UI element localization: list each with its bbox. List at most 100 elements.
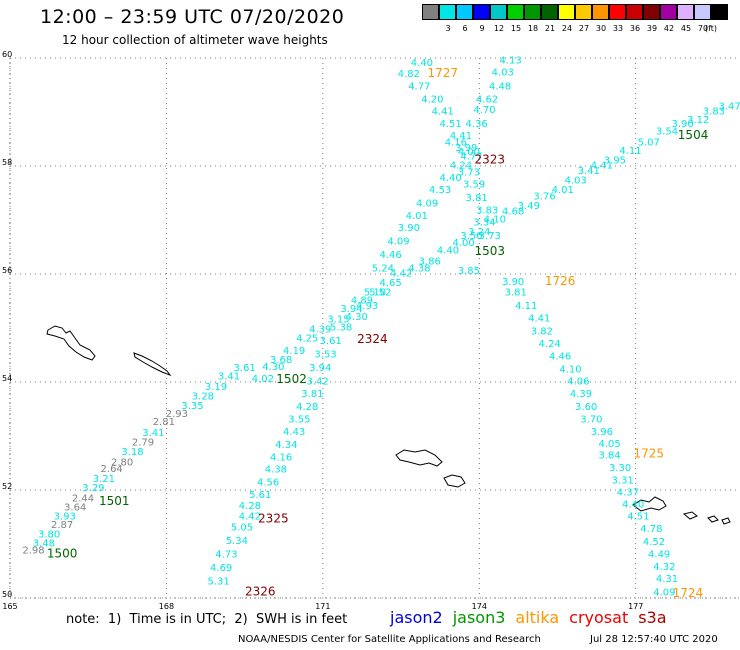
y-tick-label: 50 — [2, 590, 12, 599]
wave-height-point: 4.24 — [539, 339, 561, 350]
legend-swatch — [575, 4, 592, 20]
wave-height-point: 4.42 — [390, 269, 412, 280]
generation-timestamp: Jul 28 12:57:40 UTC 2020 — [590, 634, 718, 645]
x-tick-label: 168 — [159, 602, 174, 611]
wave-height-point: 3.95 — [604, 155, 626, 166]
legend-swatch — [626, 4, 643, 20]
wave-height-point: 4.30 — [346, 312, 368, 323]
wave-height-point: 4.82 — [398, 69, 420, 80]
wave-height-point: 3.42 — [307, 377, 329, 388]
mission-legend-item: jason2 — [390, 608, 443, 627]
wave-height-point: 4.30 — [262, 362, 284, 373]
wave-height-point: 4.20 — [421, 94, 443, 105]
wave-height-point: 2.98 — [22, 546, 44, 557]
legend-swatch — [558, 4, 575, 20]
wave-height-point: 4.41 — [450, 131, 472, 142]
wave-height-point: 4.77 — [460, 152, 482, 163]
wave-height-point: 4.78 — [640, 524, 662, 535]
wave-height-point: 4.16 — [270, 452, 292, 463]
wave-height-point: 2.81 — [153, 417, 175, 428]
legend-label: 30 — [595, 24, 607, 33]
island-landmass — [133, 352, 172, 377]
legend-label: 18 — [527, 24, 539, 33]
legend-swatch — [456, 4, 473, 20]
axis-tick-labels: 165 168 171 174 177 50 52 54 56 58 60 — [2, 50, 643, 611]
wave-height-point: 4.40 — [437, 245, 459, 256]
track-id-label: 1502 — [276, 372, 307, 386]
wave-height-point: 4.51 — [439, 119, 461, 130]
wave-height-point: 3.99 — [455, 143, 477, 154]
track-id-label: 1724 — [673, 586, 704, 600]
legend-label: 39 — [646, 24, 658, 33]
wave-height-point: 3.76 — [533, 191, 555, 202]
wave-height-point: 3.61 — [320, 336, 342, 347]
wave-height-point: 3.53 — [314, 350, 336, 361]
wave-height-point: 5.31 — [207, 577, 229, 588]
wave-height-point: 4.11 — [515, 301, 537, 312]
wave-height-point: 4.02 — [252, 374, 274, 385]
wave-height-point: 4.01 — [552, 185, 574, 196]
track-id-labels: 1500 1501 1502 1503 1504 1724 1725 1726 1727 2323… — [47, 66, 708, 600]
credit-line: NOAA/NESDIS Center for Satellite Applica… — [238, 634, 541, 645]
legend-swatch — [609, 4, 626, 20]
wave-height-point: 3.81 — [466, 193, 488, 204]
wave-height-point: 4.25 — [296, 334, 318, 345]
y-tick-label: 60 — [2, 50, 12, 59]
wave-height-point: 4.19 — [283, 346, 305, 357]
wave-height-point: 5.61 — [249, 490, 271, 501]
legend-swatch — [422, 4, 439, 20]
mission-legend-item: jason3 — [452, 608, 506, 627]
track-id-label: 1501 — [99, 494, 130, 508]
wave-height-point: 5.05 — [231, 523, 253, 534]
wave-height-point: 3.41 — [142, 428, 164, 439]
wave-height-point: 3.68 — [270, 355, 292, 366]
legend-label: 3 — [445, 24, 451, 33]
wave-height-point: 3.83 — [703, 107, 725, 118]
legend-label: 42 — [663, 24, 675, 33]
wave-height-point: 5.07 — [638, 137, 660, 148]
wave-height-point: 3.94 — [309, 363, 331, 374]
track-id-label: 1726 — [545, 274, 576, 288]
wave-height-point: 4.09 — [416, 199, 438, 210]
wave-height-point: 3.41 — [218, 371, 240, 382]
lat-lon-grid — [9, 57, 740, 599]
wave-height-point: 4.89 — [351, 296, 373, 307]
legend-label: 15 — [510, 24, 522, 33]
y-tick-label: 56 — [2, 266, 12, 275]
wave-height-point: 4.31 — [656, 574, 678, 585]
wave-height-point: 4.32 — [653, 562, 675, 573]
wave-height-point: 3.94 — [340, 304, 362, 315]
wave-height-point: 3.54 — [656, 127, 678, 138]
wave-height-point: 4.40 — [622, 499, 644, 510]
legend-swatch — [541, 4, 558, 20]
wave-height-point: 3.41 — [578, 166, 600, 177]
track-id-label: 2323 — [474, 152, 505, 166]
wave-height-point: 4.41 — [528, 314, 550, 325]
wave-height-point: 3.24 — [468, 227, 490, 238]
wave-height-point: 4.70 — [473, 105, 495, 116]
wave-height-point: 4.56 — [257, 478, 279, 489]
track-id-label: 2326 — [245, 584, 276, 598]
legend-label: 70 — [697, 24, 709, 33]
wave-height-point: 3.90 — [398, 223, 420, 234]
wave-height-point: 4.09 — [387, 236, 409, 247]
wave-height-point: 4.11 — [619, 146, 641, 157]
wave-height-points: 2.983.483.802.873.933.642.443.293.212.64… — [22, 55, 740, 598]
track-id-label: 1503 — [474, 244, 505, 258]
y-tick-label: 52 — [2, 482, 12, 491]
legend-label: 24 — [561, 24, 573, 33]
wave-height-point: 5.38 — [330, 323, 352, 334]
y-tick-label: 58 — [2, 158, 12, 167]
wave-height-point: 3.21 — [93, 474, 115, 485]
wave-height-point: 3.73 — [458, 168, 480, 179]
wave-height-point: 3.55 — [288, 415, 310, 426]
island-landmass — [443, 474, 466, 488]
wave-height-point: 3.73 — [479, 231, 501, 242]
island-landmass — [46, 325, 96, 361]
wave-height-point: 4.34 — [275, 440, 297, 451]
wave-height-point: 3.12 — [687, 115, 709, 126]
wave-height-point: 3.61 — [234, 363, 256, 374]
wave-height-point: 2.79 — [132, 438, 154, 449]
wave-height-point: 3.83 — [476, 206, 498, 217]
